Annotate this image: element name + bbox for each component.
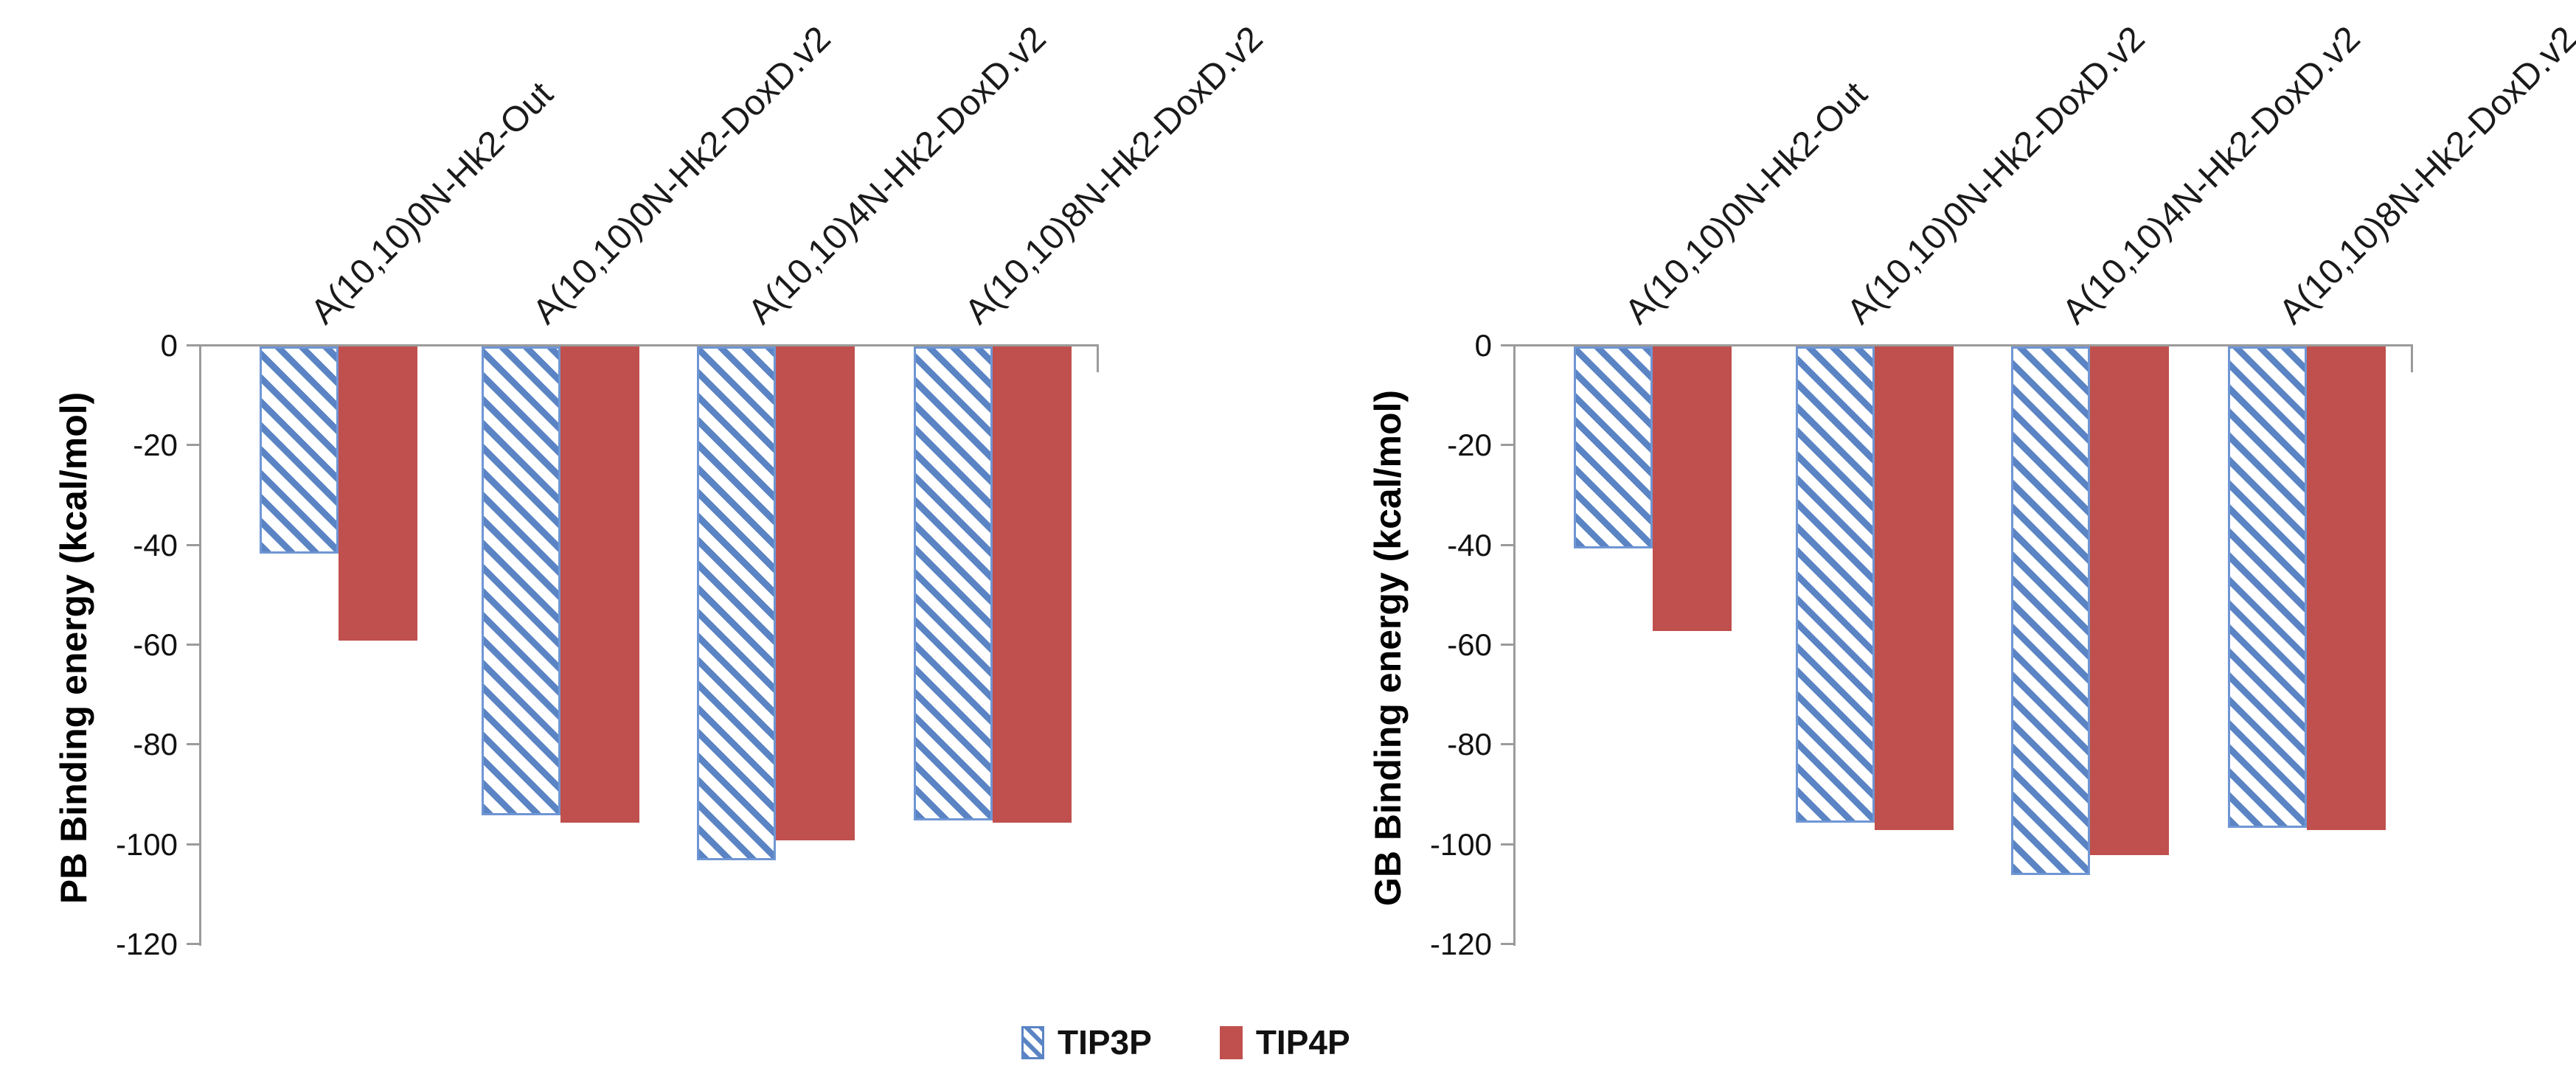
bar-tip4p-3: [775, 346, 855, 840]
bar-tip3p-4: [914, 346, 993, 820]
y-axis-tick: [1501, 644, 1513, 646]
y-axis-tick: [187, 743, 199, 746]
bar-tip4p-3: [2089, 346, 2169, 855]
bar-tip4p-2: [1874, 346, 1954, 830]
x-axis-baseline: [189, 344, 1099, 346]
legend-swatch-tip4p-icon: [1219, 1025, 1243, 1059]
y-tick-label: -60: [133, 627, 178, 662]
y-tick-label: -60: [1447, 627, 1492, 662]
bar-tip3p-3: [696, 346, 776, 860]
category-label: A(10,10)0N-Hk2-Out: [303, 74, 561, 332]
y-axis-tick: [1501, 444, 1513, 447]
y-axis-tick: [1501, 843, 1513, 846]
y-tick-label: -80: [133, 727, 178, 762]
bar-tip3p-4: [2228, 346, 2308, 828]
x-axis-baseline: [1503, 344, 2413, 346]
y-tick-label: 0: [160, 328, 178, 363]
y-tick-label: -80: [1447, 727, 1492, 762]
bar-tip3p-1: [260, 346, 339, 554]
y-axis-tick: [187, 843, 199, 846]
y-axis-tick: [187, 644, 199, 646]
y-axis-tick: [1501, 743, 1513, 746]
y-axis-tick: [187, 344, 199, 346]
legend-swatch-tip3p-icon: [1021, 1025, 1044, 1059]
y-axis-tick: [187, 943, 199, 945]
y-tick-label: -20: [1447, 428, 1492, 463]
y-tick-label: -120: [1429, 927, 1492, 961]
x-axis-endcap: [1097, 346, 1099, 372]
y-tick-label: -100: [1429, 826, 1492, 862]
y-axis-tick: [1501, 344, 1513, 346]
legend: TIP3P TIP4P: [1021, 1023, 1350, 1062]
bar-tip4p-4: [2307, 346, 2386, 830]
bar-tip4p-1: [1653, 346, 1732, 631]
x-axis-endcap: [2411, 346, 2413, 372]
legend-label-tip4p: TIP4P: [1255, 1023, 1350, 1062]
bar-tip3p-1: [1574, 346, 1653, 548]
bar-tip3p-2: [481, 346, 560, 815]
y-tick-label: -100: [115, 826, 178, 862]
legend-label-tip3p: TIP3P: [1058, 1023, 1152, 1062]
y-axis-tick: [1501, 943, 1513, 945]
y-axis-line: [199, 346, 201, 946]
y-tick-label: -40: [1447, 527, 1492, 562]
y-axis-tick: [187, 444, 199, 447]
y-axis-tick: [1501, 543, 1513, 546]
y-tick-label: -120: [115, 927, 178, 961]
category-label: A(10,10)0N-Hk2-Out: [1617, 74, 1875, 332]
bar-tip4p-4: [993, 346, 1072, 823]
bar-tip3p-2: [1795, 346, 1875, 823]
y-tick-label: 0: [1474, 328, 1492, 363]
y-tick-label: -40: [133, 527, 178, 562]
y-tick-label: -20: [133, 428, 178, 463]
bar-tip4p-1: [339, 346, 418, 641]
bar-tip3p-3: [2010, 346, 2090, 875]
bar-tip4p-2: [560, 346, 639, 823]
y-axis-tick: [187, 543, 199, 546]
y-axis-line: [1513, 346, 1516, 946]
